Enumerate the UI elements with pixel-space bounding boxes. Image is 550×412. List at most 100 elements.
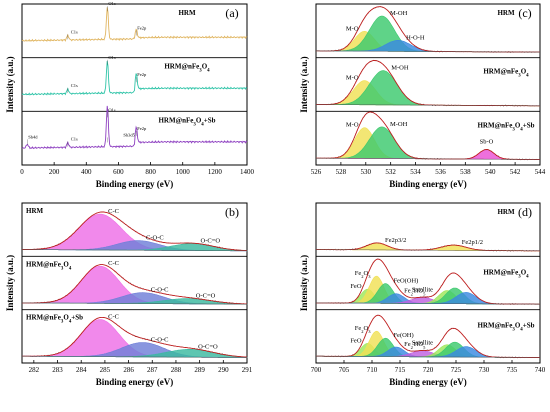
- component-label: C-C: [108, 208, 119, 215]
- y-axis-label: Intensity (a.u.): [299, 255, 309, 311]
- component-label: FeO: [350, 337, 362, 344]
- peak-label: O1s: [108, 55, 115, 60]
- component-label: M-OH: [390, 10, 408, 17]
- peak-label: O1s: [108, 1, 115, 6]
- x-tick-label: 526: [311, 168, 322, 176]
- component-label: O-C=O: [196, 293, 216, 300]
- x-tick-label: 283: [52, 366, 63, 374]
- component-label: Satellite: [412, 286, 433, 293]
- baseline-line: [22, 302, 247, 305]
- component-peak: [316, 30, 540, 53]
- peak-label: Sb3d5: [123, 132, 135, 137]
- x-tick-label: 530: [361, 168, 372, 176]
- sample-label: HRM: [178, 9, 196, 17]
- sample-label: HRM: [26, 207, 44, 215]
- baseline-line: [22, 249, 248, 252]
- component-label: Fe2TiO5: [404, 288, 426, 297]
- peak-label: Fe2p: [137, 72, 147, 77]
- x-tick-label: 725: [451, 366, 462, 374]
- component-label: Fe2p1/2: [462, 239, 483, 246]
- panel-letter: (c): [518, 6, 531, 20]
- baseline-line: [316, 302, 540, 305]
- y-axis-label: Intensity (a.u.): [5, 56, 15, 112]
- sample-label: HRM: [497, 208, 515, 216]
- panel-letter: (b): [225, 205, 239, 219]
- x-tick-label: 1400: [240, 168, 255, 176]
- x-tick-label: 700: [311, 366, 322, 374]
- panel-frame: [315, 3, 541, 166]
- component-label: M-O: [346, 122, 359, 129]
- peak-label: Sb4d: [28, 134, 38, 139]
- x-tick-label: 200: [49, 168, 60, 176]
- fit-envelope-line: [22, 316, 248, 358]
- x-tick-label: 740: [535, 366, 546, 374]
- sample-label: HRM@nFe3O4: [26, 260, 72, 271]
- component-label: M-OH: [390, 121, 408, 128]
- panel-c-o1s: 526 528 530 532 534 536 538 540 542 544 Binding en…: [299, 3, 546, 189]
- peak-label: O1s: [108, 107, 115, 112]
- x-tick-label: 600: [113, 168, 124, 176]
- component-label: C-C: [108, 260, 119, 267]
- component-label: M-O: [346, 25, 359, 32]
- sample-label: HRM@nFe3O4+Sb: [477, 121, 534, 132]
- x-tick-label: 284: [76, 366, 87, 374]
- baseline-line: [316, 50, 540, 53]
- peak-label: C1s: [71, 137, 78, 142]
- x-tick-label: 289: [194, 366, 205, 374]
- x-tick-label: 285: [100, 366, 111, 374]
- y-axis-label: Intensity (a.u.): [299, 56, 309, 112]
- component-label: C-C: [108, 313, 119, 320]
- x-tick-label: 288: [171, 366, 182, 374]
- baseline-line: [316, 249, 541, 252]
- x-tick-label: 540: [485, 168, 496, 176]
- component-label: M-OH: [391, 65, 409, 72]
- peak-label: Fe2p: [137, 126, 147, 131]
- survey-spectrum-line: [21, 105, 248, 150]
- x-tick-label: 720: [423, 366, 434, 374]
- component-peak: [316, 127, 540, 160]
- component-label: C-O-C: [146, 235, 164, 242]
- peak-label: C1s: [71, 83, 78, 88]
- peak-label: C1s: [71, 29, 78, 34]
- x-tick-label: 534: [410, 168, 421, 176]
- panel-d-fe2p: 700 705 710 715 720 725 730 735 740 Binding energ…: [299, 202, 546, 387]
- survey-spectrum-line: [21, 60, 248, 96]
- x-tick-label: 800: [145, 168, 156, 176]
- component-label: Fe2TiO5: [404, 341, 426, 350]
- x-tick-label: 286: [123, 366, 134, 374]
- x-tick-label: 705: [339, 366, 350, 374]
- sample-label: HRM@nFe3O4: [483, 68, 529, 79]
- component-label: FeO: [350, 283, 362, 290]
- x-tick-label: 282: [29, 366, 40, 374]
- fit-envelope-line: [316, 258, 540, 305]
- fit-envelope-line: [22, 211, 248, 252]
- sample-label: HRM@nFe3O4+Sb: [158, 116, 215, 127]
- baseline-line: [316, 157, 540, 160]
- fit-envelope-line: [22, 264, 248, 305]
- x-tick-label: 0: [20, 168, 24, 176]
- component-label: Sb-O: [480, 138, 494, 145]
- component-label: O-C=O: [201, 238, 221, 245]
- sample-label: HRM@nFe3O4+Sb: [477, 322, 534, 333]
- component-label: M-O: [346, 75, 359, 82]
- component-label: C-O-C: [151, 287, 169, 294]
- x-tick-label: 287: [147, 366, 158, 374]
- survey-spectrum-line: [21, 7, 248, 42]
- component-label: Satellite: [412, 340, 433, 347]
- component-label: Fe2O3: [355, 270, 371, 279]
- x-tick-label: 536: [435, 168, 446, 176]
- baseline-line: [22, 355, 247, 358]
- panel-letter: (d): [518, 205, 532, 219]
- component-label: FeO(OH): [393, 278, 418, 285]
- component-label: H-O-H: [406, 34, 425, 41]
- baseline-line: [316, 104, 540, 107]
- y-axis-label: Intensity (a.u.): [5, 255, 15, 311]
- component-label: Fe(OH): [393, 332, 413, 339]
- panel-frame: [21, 3, 248, 166]
- x-tick-label: 528: [336, 168, 347, 176]
- component-label: C-O-C: [151, 336, 169, 343]
- panel-letter: (a): [225, 6, 238, 20]
- x-tick-label: 715: [395, 366, 406, 374]
- x-tick-label: 1000: [176, 168, 191, 176]
